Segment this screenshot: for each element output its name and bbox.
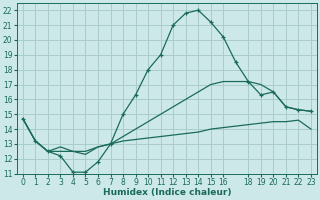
X-axis label: Humidex (Indice chaleur): Humidex (Indice chaleur) [103, 188, 231, 197]
